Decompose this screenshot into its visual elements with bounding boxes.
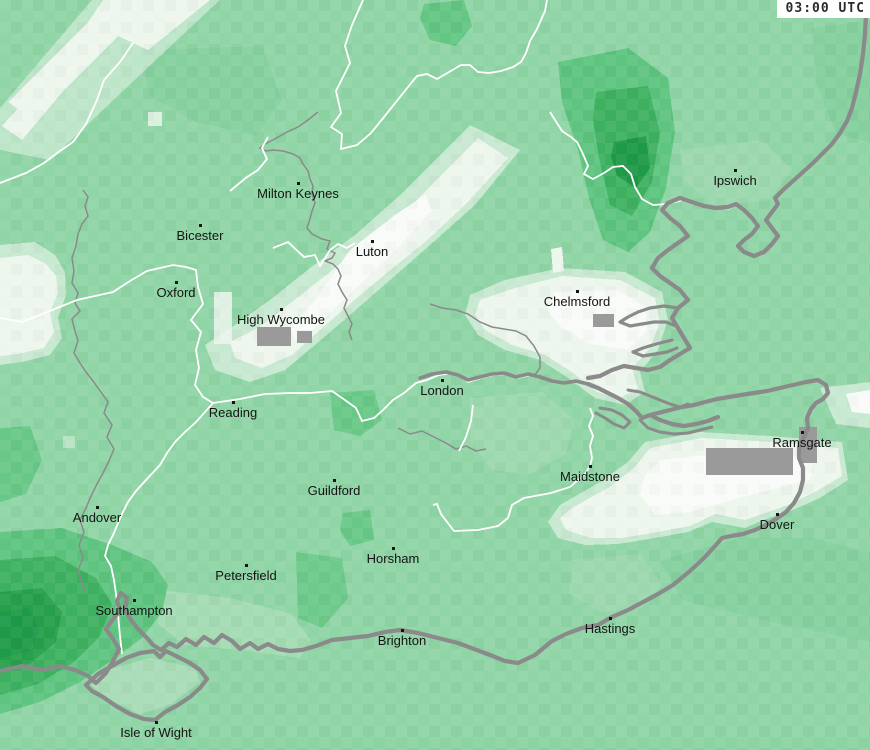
- coastline-medway: [594, 406, 632, 430]
- river-line: [397, 427, 487, 452]
- boundary-line: [272, 240, 356, 268]
- urban-patch-high-wycombe: [257, 327, 291, 346]
- coastline-isle-of-wight: [83, 648, 210, 723]
- boundary-line: [0, 264, 214, 404]
- urban-layer: [257, 314, 817, 475]
- urban-patch-medway: [706, 448, 793, 475]
- boundary-line: [432, 407, 594, 532]
- coastline-layer: [0, 0, 870, 723]
- coastline-swale: [638, 418, 714, 436]
- coastline-blackwater: [618, 304, 680, 328]
- coastline-medway: [626, 388, 690, 409]
- timestamp-label: 03:00 UTC: [785, 1, 865, 16]
- coastline-medway: [585, 381, 721, 429]
- coastline-estuary-north: [585, 0, 870, 381]
- coastline-crouch: [631, 338, 679, 358]
- boundary-line: [104, 402, 214, 655]
- river-line: [71, 189, 115, 593]
- boundary-line: [458, 404, 474, 452]
- coastline-thames: [418, 370, 590, 386]
- river-line: [429, 303, 541, 377]
- boundary-line: [0, 42, 134, 184]
- boundary-line: [229, 136, 269, 192]
- coastline-south: [0, 377, 831, 686]
- urban-patch-chelmsford: [593, 314, 614, 327]
- boundary-line: [329, 0, 548, 151]
- timestamp-badge: 03:00 UTC: [776, 0, 870, 18]
- urban-patch: [297, 331, 312, 343]
